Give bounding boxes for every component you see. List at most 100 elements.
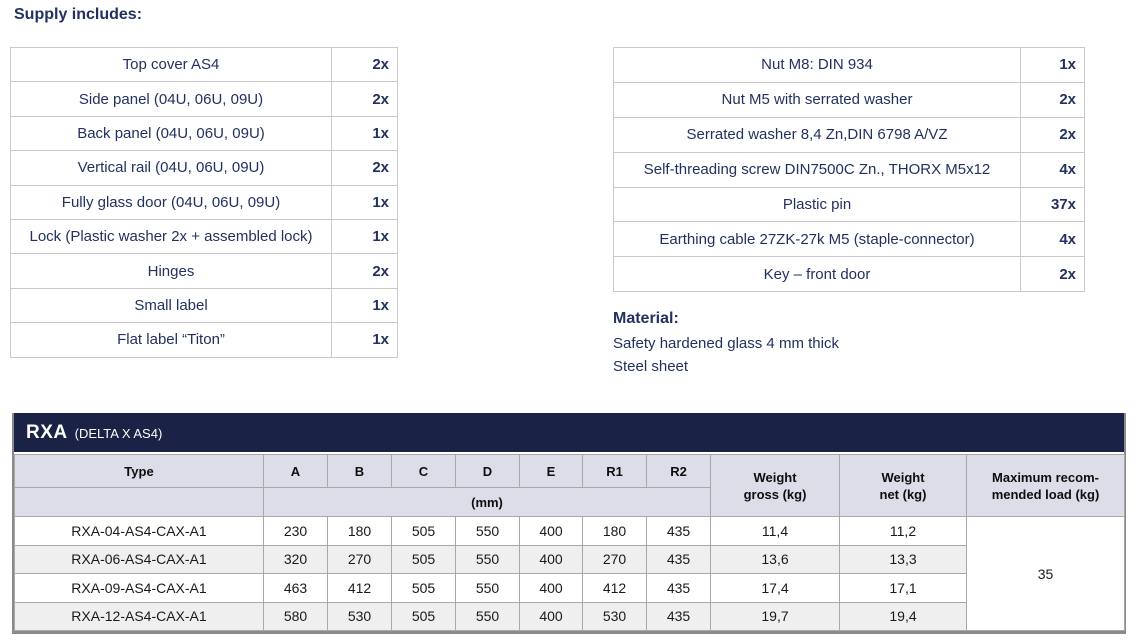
supply-list-right: Nut M8: DIN 934 1x Nut M5 with serrated … (613, 47, 1085, 293)
supply-item-quantity: 4x (1020, 152, 1084, 187)
spec-data-table: Type A B C D E R1 R2 Weight gross (kg) W… (14, 454, 1125, 631)
supply-item-quantity: 1x (331, 185, 397, 219)
supply-item-label: Nut M5 with serrated washer (721, 91, 913, 109)
cell-a: 580 (263, 601, 328, 631)
cell-r1: 270 (582, 544, 647, 574)
header-row-1: Type A B C D E R1 R2 Weight gross (kg) W… (14, 454, 1125, 517)
col-header-type: Type (14, 454, 264, 488)
col-header-d: D (455, 454, 520, 488)
supply-item-quantity: 1x (331, 116, 397, 151)
material-lines: Safety hardened glass 4 mm thick Steel s… (613, 332, 839, 378)
empty-header-cell (14, 487, 264, 517)
supply-list-row: Nut M5 with serrated washer 2x (614, 82, 1084, 118)
cell-r2: 435 (646, 601, 711, 631)
cell-r2: 435 (646, 516, 711, 546)
cell-d: 550 (455, 516, 520, 546)
material-title: Material: (613, 310, 679, 327)
cell-r2: 435 (646, 544, 711, 574)
supply-list-row: Serrated washer 8,4 Zn,DIN 6798 A/VZ 2x (614, 117, 1084, 153)
cell-c: 505 (391, 573, 456, 603)
supply-item-label: Side panel (04U, 06U, 09U) (78, 90, 264, 108)
supply-list-row: Plastic pin 37x (614, 187, 1084, 223)
supply-list-row: Fully glass door (04U, 06U, 09U) 1x (11, 185, 397, 220)
cell-b: 270 (327, 544, 392, 574)
supply-item-label: Plastic pin (782, 196, 852, 213)
table-row: RXA-06-AS4-CAX-A1 320 270 505 550 400 27… (14, 544, 1125, 574)
cell-e: 400 (519, 601, 583, 631)
cell-type: RXA-04-AS4-CAX-A1 (14, 516, 264, 546)
spec-table-title: RXA (26, 421, 68, 443)
supply-item-label: Key – front door (763, 265, 871, 283)
cell-r1: 180 (582, 516, 647, 546)
spec-table: RXA (DELTA X AS4) Type A B C D E R1 R2 (12, 413, 1126, 634)
supply-list-row: Lock (Plastic washer 2x + assembled lock… (11, 219, 397, 255)
col-header-weight-net: Weight net (kg) (839, 454, 967, 517)
col-header-b: B (327, 454, 392, 488)
table-row: RXA-09-AS4-CAX-A1 463 412 505 550 400 41… (14, 573, 1125, 603)
cell-b: 412 (327, 573, 392, 603)
supply-list-row: Side panel (04U, 06U, 09U) 2x (11, 82, 397, 117)
supply-list-row: Back panel (04U, 06U, 09U) 1x (11, 116, 397, 152)
spec-table-subtitle: (DELTA X AS4) (74, 426, 163, 441)
unit-header-mm: (mm) (263, 487, 711, 517)
cell-type: RXA-09-AS4-CAX-A1 (14, 573, 264, 603)
cell-weight-gross: 13,6 (710, 544, 840, 574)
supply-item-label: Self-threading screw DIN7500C Zn., THORX… (643, 161, 991, 179)
cell-a: 230 (263, 516, 328, 546)
cell-weight-net: 11,2 (839, 516, 967, 546)
supply-item-quantity: 2x (331, 48, 397, 82)
supply-item-label: Serrated washer 8,4 Zn,DIN 6798 A/VZ (686, 126, 948, 144)
cell-e: 400 (519, 544, 583, 574)
page-title: Supply includes: (14, 6, 143, 23)
cell-a: 463 (263, 573, 328, 603)
supply-item-label: Earthing cable 27ZK-27k M5 (staple-conne… (659, 230, 975, 248)
cell-d: 550 (455, 601, 520, 631)
supply-item-quantity: 2x (331, 254, 397, 288)
col-header-c: C (391, 454, 456, 488)
cell-weight-net: 17,1 (839, 573, 967, 603)
supply-list-row: Top cover AS4 2x (11, 48, 397, 83)
col-header-weight-gross: Weight gross (kg) (710, 454, 840, 517)
cell-b: 180 (327, 516, 392, 546)
supply-item-quantity: 1x (1020, 48, 1084, 82)
table-row: RXA-12-AS4-CAX-A1 580 530 505 550 400 53… (14, 601, 1125, 631)
cell-c: 505 (391, 601, 456, 631)
cell-weight-gross: 17,4 (710, 573, 840, 603)
supply-item-label: Small label (134, 296, 208, 314)
cell-r2: 435 (646, 573, 711, 603)
supply-item-quantity: 1x (331, 288, 397, 323)
cell-d: 550 (455, 573, 520, 603)
supply-list-row: Flat label “Titon” 1x (11, 323, 397, 357)
cell-weight-net: 13,3 (839, 544, 967, 574)
cell-c: 505 (391, 516, 456, 546)
supply-item-quantity: 1x (331, 323, 397, 357)
supply-list-row: Hinges 2x (11, 254, 397, 289)
supply-item-label: Vertical rail (04U, 06U, 09U) (77, 159, 265, 177)
cell-type: RXA-06-AS4-CAX-A1 (14, 544, 264, 574)
table-row: RXA-04-AS4-CAX-A1 230 180 505 550 400 18… (14, 516, 1125, 631)
supply-list-row: Self-threading screw DIN7500C Zn., THORX… (614, 152, 1084, 188)
supply-item-quantity: 2x (1020, 117, 1084, 152)
supply-list-row: Key – front door 2x (614, 257, 1084, 292)
material-section: Material: Safety hardened glass 4 mm thi… (613, 310, 839, 378)
cell-r1: 530 (582, 601, 647, 631)
supply-list-row: Vertical rail (04U, 06U, 09U) 2x (11, 151, 397, 186)
supply-item-label: Top cover AS4 (122, 56, 220, 74)
supply-item-label: Back panel (04U, 06U, 09U) (77, 124, 265, 142)
material-line: Steel sheet (613, 358, 689, 375)
supply-item-label: Nut M8: DIN 934 (761, 56, 873, 74)
supply-item-quantity: 2x (331, 151, 397, 185)
cell-e: 400 (519, 573, 583, 603)
col-header-a: A (263, 454, 328, 488)
cell-e: 400 (519, 516, 583, 546)
supply-item-label: Fully glass door (04U, 06U, 09U) (61, 193, 281, 211)
col-header-max-load: Maximum recom- mended load (kg) (966, 454, 1125, 517)
supply-list-row: Earthing cable 27ZK-27k M5 (staple-conne… (614, 222, 1084, 258)
material-line: Safety hardened glass 4 mm thick (613, 335, 839, 352)
col-header-e: E (519, 454, 583, 488)
supply-item-label: Flat label “Titon” (117, 331, 225, 349)
supply-item-quantity: 2x (1020, 257, 1084, 292)
supply-item-label: Hinges (147, 262, 195, 280)
col-header-r1: R1 (582, 454, 647, 488)
